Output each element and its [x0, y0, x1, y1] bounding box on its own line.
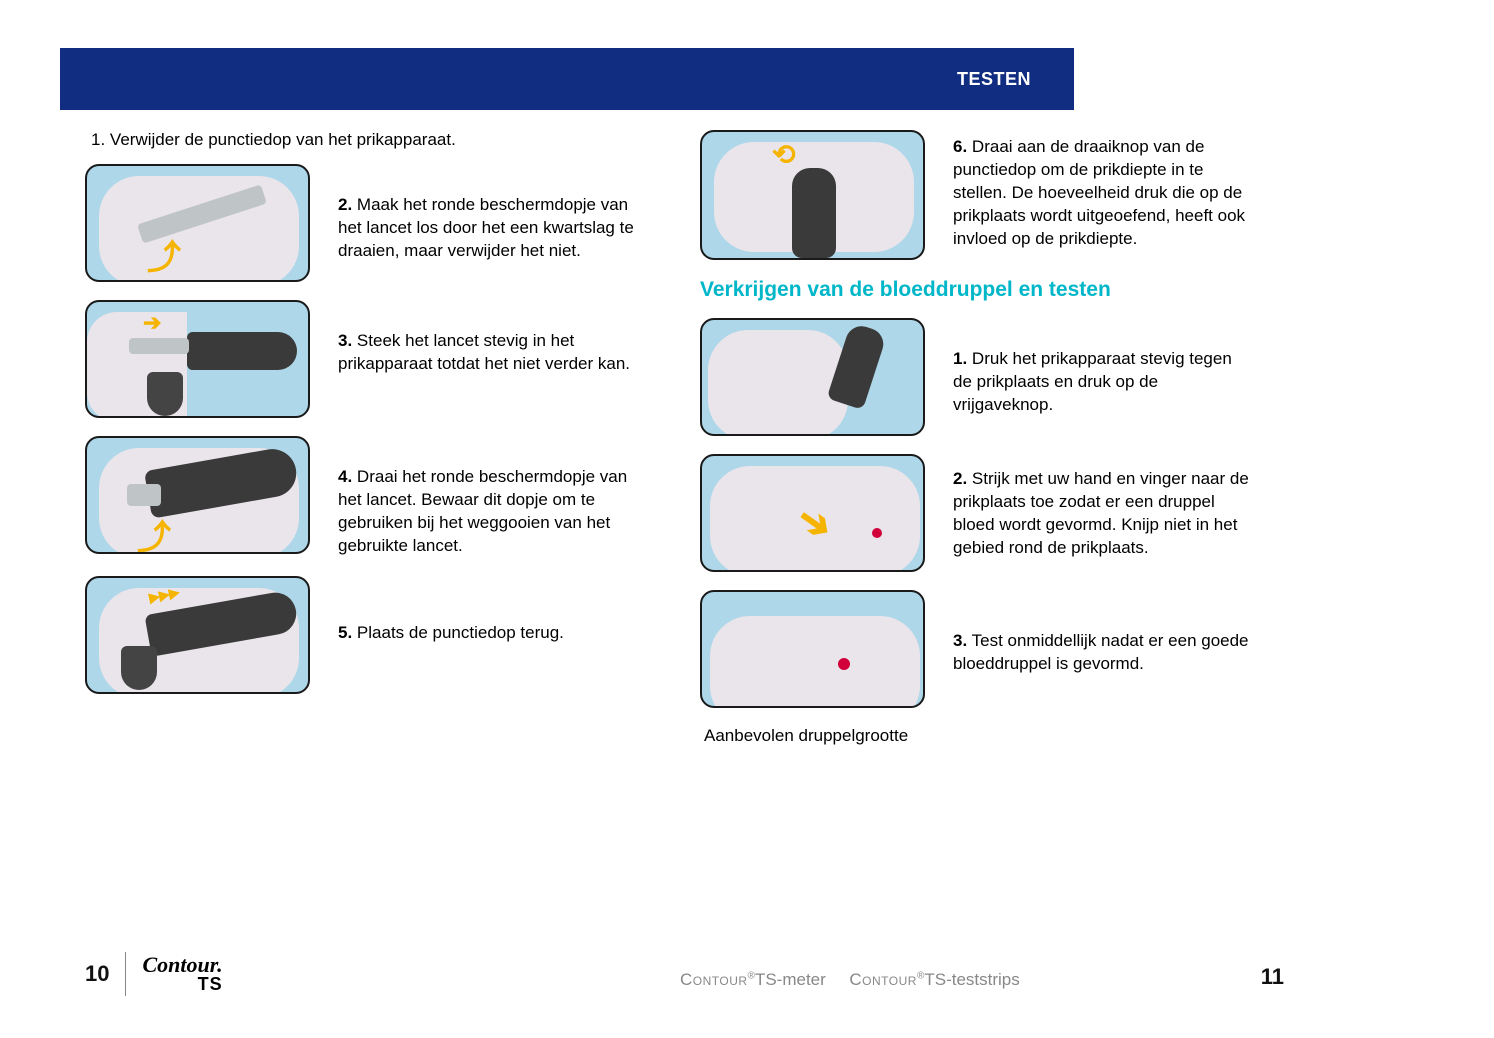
illustration-step-5: ▸▸▸ — [85, 576, 310, 694]
step-b3-text: 3. Test onmiddellijk nadat er een goede … — [953, 590, 1253, 676]
illustration-step-3: ➔ — [85, 300, 310, 418]
step-2-text: 2. Maak het ronde beschermdopje van het … — [338, 164, 638, 263]
step-b1-text: 1. Druk het prikapparaat stevig tegen de… — [953, 318, 1253, 417]
step-row-b2: ➔ 2. Strijk met uw hand en vinger naar d… — [700, 454, 1275, 572]
step-body: Plaats de punctiedop terug. — [357, 623, 564, 642]
step-body: Steek het lancet stevig in het prikappar… — [338, 331, 630, 373]
step-num: 4. — [338, 467, 352, 486]
step-num: 3. — [953, 631, 967, 650]
page-number-right: 11 — [1261, 964, 1284, 990]
step-row-5: ▸▸▸ 5. Plaats de punctiedop terug. — [85, 576, 640, 694]
step-3-text: 3. Steek het lancet stevig in het prikap… — [338, 300, 638, 376]
step-row-2: ⤴ 2. Maak het ronde beschermdopje van he… — [85, 164, 640, 282]
header-tab-testen: TESTEN — [914, 48, 1074, 110]
left-column: 1. Verwijder de punctiedop van het prika… — [85, 130, 640, 712]
footer-prod2-brand: Contour — [849, 970, 917, 989]
step-num: 5. — [338, 623, 352, 642]
step-row-4: ⤴ 4. Draai het ronde beschermdopje van h… — [85, 436, 640, 558]
footer-left: 10 Contour. TS — [85, 952, 223, 996]
footer-prod1-suffix: TS-meter — [755, 970, 826, 989]
illustration-step-6: ⟲ — [700, 130, 925, 260]
step-body: Draai het ronde beschermdopje van het la… — [338, 467, 627, 555]
step-num: 1. — [953, 349, 967, 368]
step-1-intro: 1. Verwijder de punctiedop van het prika… — [85, 130, 640, 150]
step-6-text: 6. Draai aan de draaiknop van de punctie… — [953, 130, 1253, 251]
footer-product-names: Contour®TS-meter Contour®TS-teststrips — [680, 970, 1020, 990]
footer-prod1-brand: Contour — [680, 970, 748, 989]
illustration-blood-2: ➔ — [700, 454, 925, 572]
step-body: Maak het ronde beschermdopje van het lan… — [338, 195, 634, 260]
step-b2-text: 2. Strijk met uw hand en vinger naar de … — [953, 454, 1253, 560]
step-row-6: ⟲ 6. Draai aan de draaiknop van de punct… — [700, 130, 1275, 260]
illustration-step-2: ⤴ — [85, 164, 310, 282]
illustration-blood-3 — [700, 590, 925, 708]
brand-logo: Contour. TS — [142, 955, 222, 993]
footer-prod2-suffix: TS-teststrips — [924, 970, 1019, 989]
step-5-text: 5. Plaats de punctiedop terug. — [338, 576, 564, 645]
illustration-blood-1 — [700, 318, 925, 436]
step-body: Draai aan de draaiknop van de punctiedop… — [953, 137, 1245, 248]
step-body: Strijk met uw hand en vinger naar de pri… — [953, 469, 1249, 557]
footer-divider — [125, 952, 126, 996]
step-body: Test onmiddellijk nadat er een goede blo… — [953, 631, 1249, 673]
step-text: Verwijder de punctiedop van het prikappa… — [110, 130, 456, 149]
step-num: 6. — [953, 137, 967, 156]
step-num: 3. — [338, 331, 352, 350]
step-num: 2. — [338, 195, 352, 214]
step-num: 1. — [91, 130, 105, 149]
right-column: ⟲ 6. Draai aan de draaiknop van de punct… — [700, 130, 1275, 746]
section-title-blood: Verkrijgen van de bloeddruppel en testen — [700, 278, 1275, 302]
step-body: Druk het prikapparaat stevig tegen de pr… — [953, 349, 1232, 414]
step-num: 2. — [953, 469, 967, 488]
illustration-step-4: ⤴ — [85, 436, 310, 554]
step-4-text: 4. Draai het ronde beschermdopje van het… — [338, 436, 638, 558]
header-tab-label: TESTEN — [957, 69, 1031, 90]
logo-sub: TS — [142, 976, 222, 993]
drop-size-caption: Aanbevolen druppelgrootte — [704, 726, 1275, 746]
page-number-left: 10 — [85, 961, 109, 987]
step-row-3: ➔ 3. Steek het lancet stevig in het prik… — [85, 300, 640, 418]
step-row-b1: 1. Druk het prikapparaat stevig tegen de… — [700, 318, 1275, 436]
step-row-b3: 3. Test onmiddellijk nadat er een goede … — [700, 590, 1275, 708]
